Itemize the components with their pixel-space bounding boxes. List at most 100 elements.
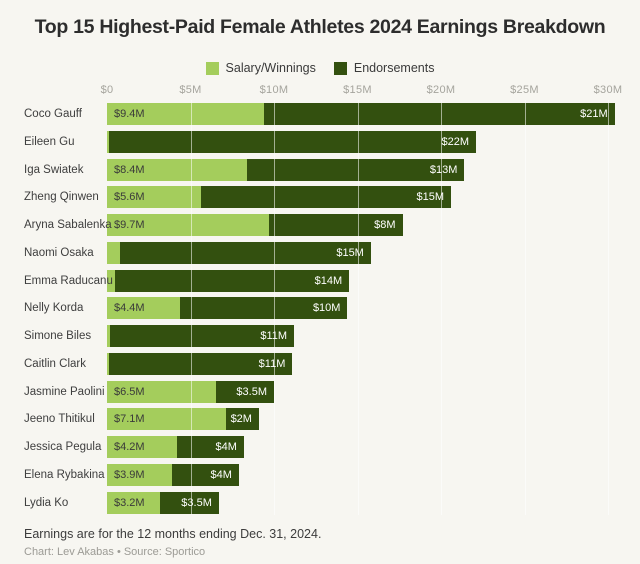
endorsements-value-label: $3.5M — [236, 385, 267, 398]
bar-row: $8.4M $13M — [107, 158, 465, 181]
athlete-name-label: Coco Gauff — [24, 108, 82, 120]
legend-swatch-endorsements — [333, 61, 347, 75]
endorsements-value-label: $10M — [312, 302, 341, 315]
bar-row: $9.7M $8M — [107, 214, 403, 236]
salary-value-label: $4.4M — [114, 302, 145, 315]
chart-title: Top 15 Highest-Paid Female Athletes 2024… — [34, 16, 606, 38]
gridline — [524, 100, 526, 515]
gridline — [357, 100, 359, 515]
legend-swatch-salary — [205, 61, 219, 75]
athlete-name-label: Elena Rybakina — [24, 468, 105, 481]
salary-bar-segment: $8.4M — [107, 158, 248, 181]
salary-value-label: $3.2M — [114, 496, 145, 509]
gridline — [274, 100, 275, 515]
bar-row: $6.5M $3.5M — [107, 380, 274, 403]
endorsements-bar-segment: $11M — [110, 325, 295, 347]
endorsements-bar-segment: $14M — [115, 269, 350, 292]
salary-bar-segment: $3.9M — [107, 463, 173, 486]
athlete-name-label: Jessica Pegula — [24, 441, 102, 453]
x-axis-tick-label: $0 — [100, 84, 114, 96]
endorsements-value-label: $15M — [336, 246, 364, 259]
bar-row: $4.4M $10M — [107, 297, 348, 320]
athlete-name-label: Emma Raducanu — [24, 274, 113, 287]
salary-bar-segment — [107, 241, 121, 264]
endorsements-value-label: $14M — [314, 274, 343, 287]
salary-bar-segment: $4.4M — [107, 297, 181, 320]
salary-bar-segment — [107, 269, 116, 292]
bar-row: $15M — [107, 241, 371, 264]
athlete-name-label: Iga Swiatek — [24, 163, 84, 176]
bar-row: $3.9M $4M — [107, 463, 239, 486]
athlete-name-label: Jeeno Thitikul — [24, 413, 95, 426]
gridline — [608, 100, 609, 515]
endorsements-value-label: $3.5M — [181, 496, 212, 509]
bar-row: $22M — [107, 130, 477, 153]
athlete-name-label: Eileen Gu — [24, 135, 75, 148]
salary-value-label: $5.6M — [114, 191, 145, 204]
salary-bar-segment — [107, 352, 109, 375]
salary-value-label: $7.1M — [114, 413, 145, 426]
salary-value-label: $4.2M — [114, 441, 145, 453]
endorsements-bar-segment: $4M — [172, 463, 239, 486]
salary-bar-segment — [107, 325, 111, 347]
x-axis-tick-label: $20M — [426, 84, 456, 96]
salary-value-label: $6.5M — [114, 385, 145, 398]
endorsements-bar-segment: $4M — [177, 436, 244, 458]
endorsements-value-label: $2M — [230, 413, 252, 426]
bar-row: $4.2M $4M — [107, 436, 244, 458]
x-axis-tick-label: $25M — [510, 84, 539, 96]
endorsements-value-label: $11M — [260, 325, 287, 347]
salary-value-label: $9.4M — [114, 108, 145, 120]
salary-value-label: $3.9M — [114, 468, 145, 481]
endorsements-value-label: $15M — [416, 191, 445, 204]
legend-label-endorsements: Endorsements — [353, 61, 435, 75]
endorsements-value-label: $22M — [441, 135, 470, 148]
endorsements-bar-segment: $8M — [268, 214, 403, 236]
endorsements-bar-segment: $2M — [225, 408, 259, 431]
endorsements-value-label: $4M — [210, 468, 232, 481]
athlete-name-label: Jasmine Paolini — [24, 385, 105, 398]
legend-item-salary: Salary/Winnings — [205, 61, 316, 75]
endorsements-value-label: $4M — [215, 441, 237, 453]
athlete-name-label: Zheng Qinwen — [24, 191, 99, 204]
endorsements-value-label: $11M — [258, 357, 286, 370]
salary-bar-segment: $9.4M — [107, 103, 264, 125]
athlete-name-label: Nelly Korda — [24, 302, 84, 315]
salary-value-label: $9.7M — [114, 219, 145, 231]
athlete-name-label: Naomi Osaka — [24, 246, 94, 259]
salary-bar-segment: $7.1M — [107, 408, 226, 431]
endorsements-value-label: $21M — [580, 108, 608, 120]
endorsements-bar-segment: $13M — [247, 158, 465, 181]
bar-row: $5.6M $15M — [107, 186, 452, 209]
endorsements-bar-segment: $3.5M — [160, 491, 219, 514]
salary-bar-segment: $6.5M — [107, 380, 216, 403]
salary-bar-segment: $9.7M — [107, 214, 269, 236]
athlete-name-label: Caitlin Clark — [24, 357, 86, 370]
bar-row: $3.2M $3.5M — [107, 491, 219, 514]
bar-row: $9.4M $21M — [107, 103, 615, 125]
athlete-name-label: Lydia Ko — [24, 496, 69, 509]
salary-value-label: $8.4M — [114, 163, 145, 176]
endorsements-bar-segment: $3.5M — [215, 380, 274, 403]
salary-bar-segment: $5.6M — [107, 186, 201, 209]
bar-row: $11M — [107, 325, 295, 347]
bar-row: $7.1M $2M — [107, 408, 259, 431]
x-axis-tick-label: $15M — [343, 84, 372, 96]
endorsements-bar-segment: $22M — [108, 130, 477, 153]
endorsements-bar-segment: $21M — [263, 103, 615, 125]
x-axis-tick-label: $5M — [179, 84, 202, 96]
salary-bar-segment: $3.2M — [107, 491, 161, 514]
athlete-name-label: Simone Biles — [24, 330, 92, 342]
bar-row: $11M — [107, 352, 293, 375]
salary-bar-segment — [107, 130, 109, 153]
salary-bar-segment: $4.2M — [107, 436, 178, 458]
footnote: Earnings are for the 12 months ending De… — [24, 527, 322, 541]
legend: Salary/Winnings Endorsements — [0, 61, 640, 75]
bar-row: $14M — [107, 269, 350, 292]
endorsements-value-label: $13M — [429, 163, 458, 176]
gridline — [441, 100, 442, 515]
x-axis-tick-label: $10M — [259, 84, 289, 96]
athlete-name-label: Aryna Sabalenka — [24, 219, 112, 231]
